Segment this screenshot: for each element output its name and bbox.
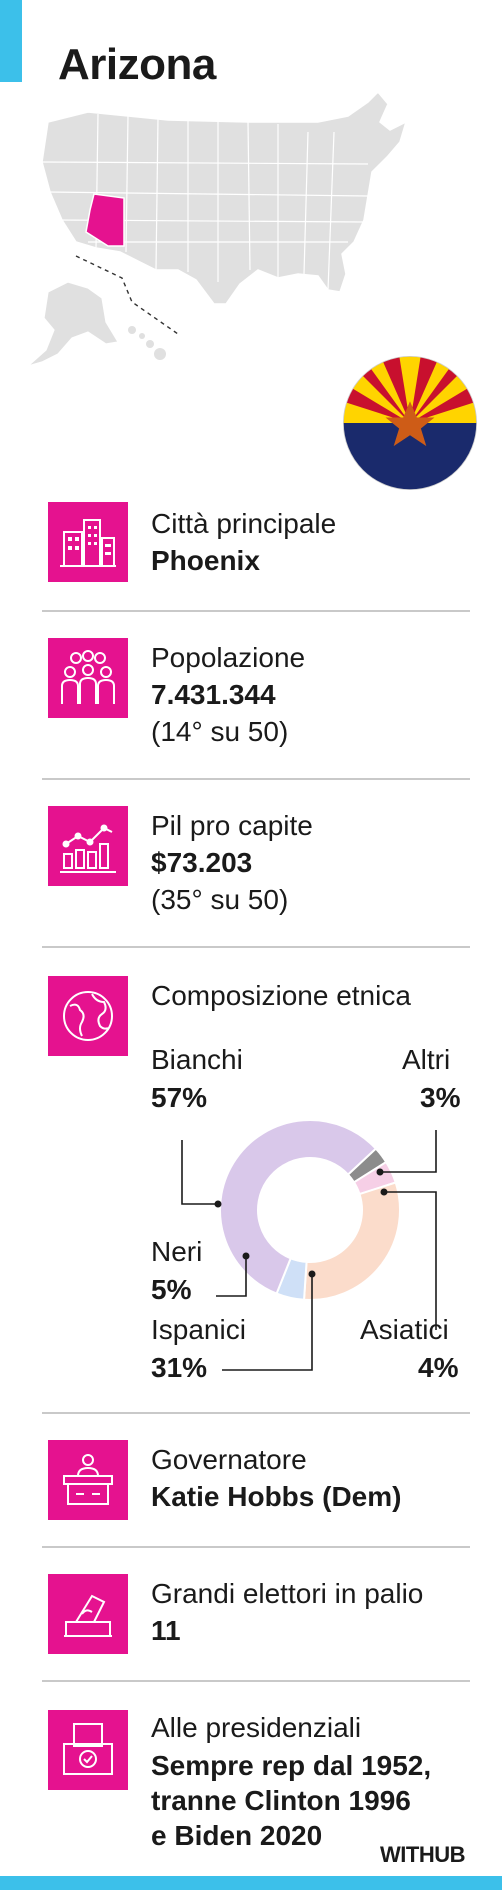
top-accent-bar (0, 0, 22, 82)
ethnic-label-bianchi: Bianchi (151, 1044, 243, 1075)
ethnic-value-bianchi: 57% (151, 1082, 208, 1113)
divider (42, 946, 470, 948)
city-buildings-icon (48, 502, 128, 582)
ethnic-label-asiatici: Asiatici (360, 1314, 449, 1345)
city-label: Città principale (151, 508, 337, 539)
divider (42, 778, 470, 780)
ballot-hand-icon (48, 1574, 128, 1654)
ethnic-value-neri: 5% (151, 1274, 192, 1305)
ethnic-donut-chart (219, 1119, 401, 1301)
governor-value: Katie Hobbs (Dem) (151, 1481, 402, 1512)
city-value: Phoenix (151, 545, 260, 576)
presidential-line-3: e Biden 2020 (151, 1820, 323, 1851)
gdp-label: Pil pro capite (151, 810, 313, 841)
divider (42, 610, 470, 612)
presidential-line-1: Sempre rep dal 1952, (151, 1750, 432, 1781)
population-label: Popolazione (151, 642, 306, 673)
us-map (28, 92, 408, 367)
gdp-rank: (35° su 50) (151, 884, 289, 915)
electors-label: Grandi elettori in palio (151, 1578, 424, 1609)
donut-slice-ispanici (302, 1181, 401, 1301)
bottom-accent-bar (0, 1876, 502, 1890)
electors-value: 11 (151, 1615, 181, 1646)
people-icon (48, 638, 128, 718)
ethnic-label-ispanici: Ispanici (151, 1314, 246, 1345)
population-value: 7.431.344 (151, 679, 276, 710)
divider (42, 1412, 470, 1414)
ethnic-value-altri: 3% (420, 1082, 461, 1113)
brand-logo: WITHUB (380, 1842, 465, 1867)
presidential-label: Alle presidenziali (151, 1712, 362, 1743)
page-title: Arizona (58, 40, 216, 89)
donut-slice-bianchi (219, 1119, 378, 1295)
gdp-value: $73.203 (151, 847, 253, 878)
governor-label: Governatore (151, 1444, 307, 1475)
population-rank: (14° su 50) (151, 716, 289, 747)
ethnic-label: Composizione etnica (151, 980, 411, 1011)
ethnic-label-altri: Altri (402, 1044, 451, 1075)
bar-chart-icon (48, 806, 128, 886)
globe-icon (48, 976, 128, 1056)
ethnic-value-asiatici: 4% (418, 1352, 459, 1383)
presidential-line-2: tranne Clinton 1996 (151, 1785, 411, 1816)
ethnic-label-neri: Neri (151, 1236, 203, 1267)
podium-icon (48, 1440, 128, 1520)
ethnic-value-ispanici: 31% (151, 1352, 208, 1383)
divider (42, 1680, 470, 1682)
ballot-box-icon (48, 1710, 128, 1790)
divider (42, 1546, 470, 1548)
arizona-flag-icon (342, 355, 478, 491)
